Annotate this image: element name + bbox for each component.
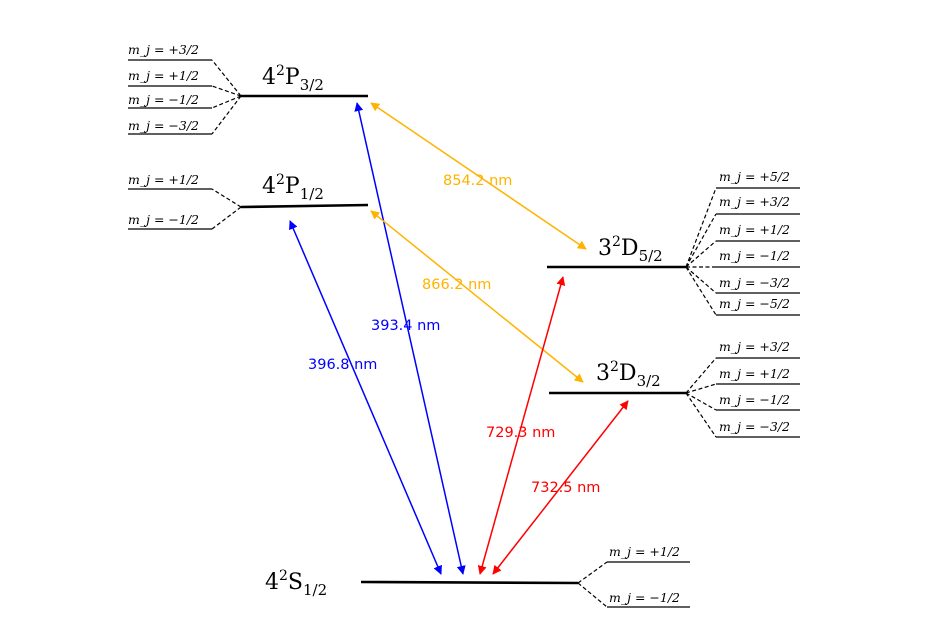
transition-396-8-arrow [289,220,442,575]
level-4s12-sublevels: m_j = +1/2 m_j = −1/2 [577,544,690,608]
transition-732-5-label: 732.5 nm [531,480,600,496]
sublevel-connector [577,561,608,608]
transition-732-5-arrow [492,400,629,575]
level-3d52-label: 32D5/2 [598,234,663,265]
level-4s12-label: 42S1/2 [265,568,327,599]
transition-866-2-arrow [370,210,584,383]
level-4p12-sublevels: m_j = +1/2 m_j = −1/2 [128,172,242,230]
sublevel-label: m_j = −3/2 [719,275,790,290]
sublevel-label: m_j = +5/2 [719,169,790,184]
sublevel-label: m_j = +1/2 [128,172,199,187]
level-4p12: 42P1/2 m_j = +1/2 m_j = −1/2 [128,172,369,230]
transition-854-2: 854.2 nm [370,102,587,250]
sublevel-label: m_j = +1/2 [128,68,199,83]
level-4p32-label: 42P3/2 [262,63,324,94]
sublevel-label: m_j = −1/2 [609,590,680,605]
level-3d52-sublevels: m_j = +5/2 m_j = +3/2 m_j = +1/2 m_j = −… [685,169,800,316]
sublevel-label: m_j = +3/2 [719,339,790,354]
level-3d32-sublevels: m_j = +3/2 m_j = +1/2 m_j = −1/2 m_j = −… [685,339,800,438]
sublevel-label: m_j = +1/2 [609,544,680,559]
sublevel-label: m_j = −1/2 [128,212,199,227]
level-3d32: 32D3/2 m_j = +3/2 m_j = +1/2 m_j = −1/2 … [549,339,800,438]
sublevel-label: m_j = −5/2 [719,296,790,311]
sublevel-connector [685,357,717,438]
level-4s12: 42S1/2 m_j = +1/2 m_j = −1/2 [265,544,690,608]
sublevel-label: m_j = +3/2 [719,194,790,209]
sublevel-label: m_j = +1/2 [719,366,790,381]
sublevel-connector [211,59,242,135]
level-4s12-line [360,580,579,585]
transition-866-2-label: 866.2 nm [422,277,491,293]
level-4p32: 42P3/2 m_j = +3/2 m_j = +1/2 m_j = −1/2 … [128,42,368,135]
sublevel-connector [685,187,717,316]
sublevel-label: m_j = +1/2 [719,222,790,237]
transition-854-2-label: 854.2 nm [443,173,512,189]
level-3d32-label: 32D3/2 [596,359,661,390]
sublevel-label: m_j = +3/2 [128,42,199,57]
transition-393-4-label: 393.4 nm [371,318,440,334]
transition-396-8-label: 396.8 nm [308,357,377,373]
level-3d52: 32D5/2 m_j = +5/2 m_j = +3/2 m_j = +1/2 … [547,169,800,316]
transition-866-2: 866.2 nm [370,210,584,383]
sublevel-label: m_j = −3/2 [719,419,790,434]
transition-729-3: 729.3 nm [477,276,566,575]
transition-732-5: 732.5 nm [492,400,629,575]
sublevel-label: m_j = −1/2 [719,248,790,263]
sublevel-label: m_j = −1/2 [128,92,199,107]
level-4p32-sublevels: m_j = +3/2 m_j = +1/2 m_j = −1/2 m_j = −… [128,42,242,135]
transition-396-8: 396.8 nm [289,220,442,575]
sublevel-connector [211,188,242,230]
sublevel-label: m_j = −3/2 [128,118,199,133]
transition-729-3-label: 729.3 nm [486,425,555,441]
sublevel-label: m_j = −1/2 [719,392,790,407]
level-4p12-label: 42P1/2 [262,172,324,203]
level-4p12-line [240,203,369,209]
